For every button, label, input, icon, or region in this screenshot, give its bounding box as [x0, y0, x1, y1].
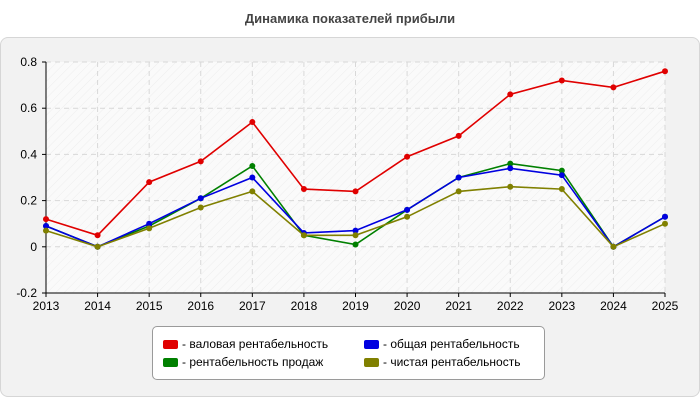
data-point [197, 158, 204, 165]
data-point [146, 225, 153, 232]
chart-legend: - валовая рентабельность - общая рентабе… [152, 326, 545, 380]
data-point [249, 119, 256, 126]
x-tick-label: 2014 [84, 299, 111, 313]
y-tick-label: 0.6 [20, 101, 37, 115]
data-point [300, 232, 307, 239]
data-point [146, 220, 153, 227]
data-point [43, 227, 49, 234]
data-point [507, 160, 514, 167]
chart-title: Динамика показателей прибыли [244, 11, 456, 26]
y-tick-label: 0.4 [20, 147, 37, 161]
x-tick-label: 2015 [136, 299, 163, 313]
x-tick-label: 2018 [291, 299, 318, 313]
x-tick-label: 2022 [497, 299, 524, 313]
x-tick-label: 2021 [445, 299, 472, 313]
data-point [300, 186, 307, 193]
data-point [507, 165, 514, 172]
data-point [249, 188, 256, 195]
x-tick-label: 2024 [600, 299, 627, 313]
y-tick-label: -0.2 [16, 286, 37, 300]
x-tick-label: 2017 [239, 299, 266, 313]
legend-item-sales-margin: - рентабельность продаж [163, 354, 323, 370]
data-point [455, 132, 462, 139]
y-tick-label: 0.8 [20, 55, 37, 69]
data-point [94, 243, 101, 250]
legend-item-net-margin: - чистая рентабельность [364, 354, 520, 370]
legend-label-gross-margin: - валовая рентабельность [182, 337, 329, 351]
data-point [43, 223, 49, 230]
data-point [404, 213, 411, 220]
legend-item-total-profitability: - общая рентабельность [364, 336, 520, 352]
x-tick-label: 2013 [33, 299, 60, 313]
data-point [507, 91, 514, 98]
data-point [197, 204, 204, 211]
data-point [662, 220, 668, 227]
data-point [249, 174, 256, 181]
legend-item-gross-margin: - валовая рентабельность [163, 336, 328, 352]
series-group [43, 68, 668, 239]
data-point [197, 195, 204, 202]
x-tick-label: 2023 [548, 299, 575, 313]
legend-label-total-profitability: - общая рентабельность [383, 337, 520, 351]
data-point [558, 186, 565, 193]
series-group [43, 183, 668, 250]
data-point [455, 174, 462, 181]
legend-swatch-net-margin [364, 357, 379, 367]
x-tick-label: 2016 [187, 299, 214, 313]
data-point [249, 162, 256, 169]
plot-area [46, 62, 665, 293]
legend-swatch-sales-margin [163, 357, 178, 367]
data-point [558, 77, 565, 84]
legend-label-sales-margin: - рентабельность продаж [182, 355, 324, 369]
data-point [352, 188, 359, 195]
legend-label-net-margin: - чистая рентабельность [383, 355, 521, 369]
data-point [558, 172, 565, 179]
x-tick-label: 2019 [342, 299, 369, 313]
data-point [610, 84, 617, 91]
legend-swatch-total-profitability [364, 339, 379, 349]
data-point [662, 213, 668, 220]
x-tick-label: 2020 [394, 299, 421, 313]
y-tick-label: 0 [30, 240, 37, 254]
data-point [352, 241, 359, 248]
data-point [507, 183, 514, 190]
data-point [662, 68, 668, 75]
data-point [94, 232, 101, 239]
data-point [455, 188, 462, 195]
data-point [558, 167, 565, 174]
data-point [43, 216, 49, 223]
y-tick-label: 0.2 [20, 194, 37, 208]
data-point [352, 232, 359, 239]
data-point [404, 206, 411, 213]
data-point [404, 153, 411, 160]
data-point [610, 243, 617, 250]
legend-swatch-gross-margin [163, 339, 178, 349]
data-point [352, 227, 359, 234]
data-point [146, 179, 153, 186]
x-tick-label: 2025 [652, 299, 679, 313]
